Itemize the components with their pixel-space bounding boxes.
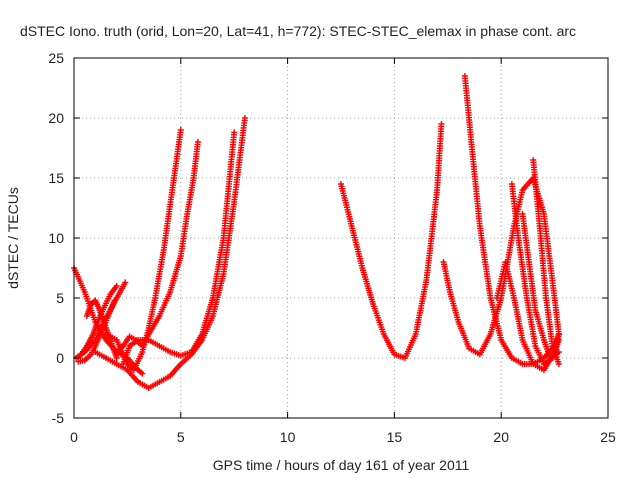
y-tick-label: 10 xyxy=(48,230,64,246)
data-point xyxy=(241,115,248,121)
data-point xyxy=(113,283,120,289)
data-series xyxy=(92,115,248,391)
data-point xyxy=(555,349,562,355)
data-series xyxy=(493,259,562,373)
data-series xyxy=(461,73,562,367)
data-series xyxy=(120,129,238,367)
y-tick-label: 25 xyxy=(48,50,64,66)
axis-ticks: 0 5 10 15 20 25 -5 0 5 10 15 20 25 xyxy=(48,50,616,445)
x-tick-label: 10 xyxy=(280,429,296,445)
data-point xyxy=(555,361,562,367)
data-point xyxy=(111,297,118,304)
data-point xyxy=(194,139,201,145)
x-tick-label: 5 xyxy=(177,429,185,445)
data-series xyxy=(338,121,445,361)
y-axis-label: dSTEC / TECUs xyxy=(5,187,21,289)
data-point xyxy=(139,370,146,377)
y-tick-label: -5 xyxy=(52,410,65,426)
y-tick-label: 0 xyxy=(56,350,64,366)
y-tick-label: 15 xyxy=(48,170,64,186)
data-series xyxy=(519,211,562,361)
y-tick-label: 5 xyxy=(56,290,64,306)
x-axis-label: GPS time / hours of day 161 of year 2011 xyxy=(213,457,470,473)
data-point xyxy=(177,127,184,133)
x-tick-label: 0 xyxy=(70,429,78,445)
data-point xyxy=(438,121,445,127)
data-series xyxy=(530,157,562,367)
x-tick-label: 15 xyxy=(387,429,403,445)
data-series xyxy=(75,297,118,365)
data-point xyxy=(122,279,129,286)
data-point xyxy=(231,129,238,136)
data-point xyxy=(555,337,562,343)
data-point xyxy=(113,355,120,361)
x-tick-label: 20 xyxy=(493,429,509,445)
y-tick-label: 20 xyxy=(48,110,64,126)
data-point xyxy=(555,331,562,337)
x-tick-label: 25 xyxy=(600,429,616,445)
plot-area xyxy=(71,73,562,391)
chart-title: dSTEC Iono. truth (orid, Lon=20, Lat=41,… xyxy=(20,23,576,39)
